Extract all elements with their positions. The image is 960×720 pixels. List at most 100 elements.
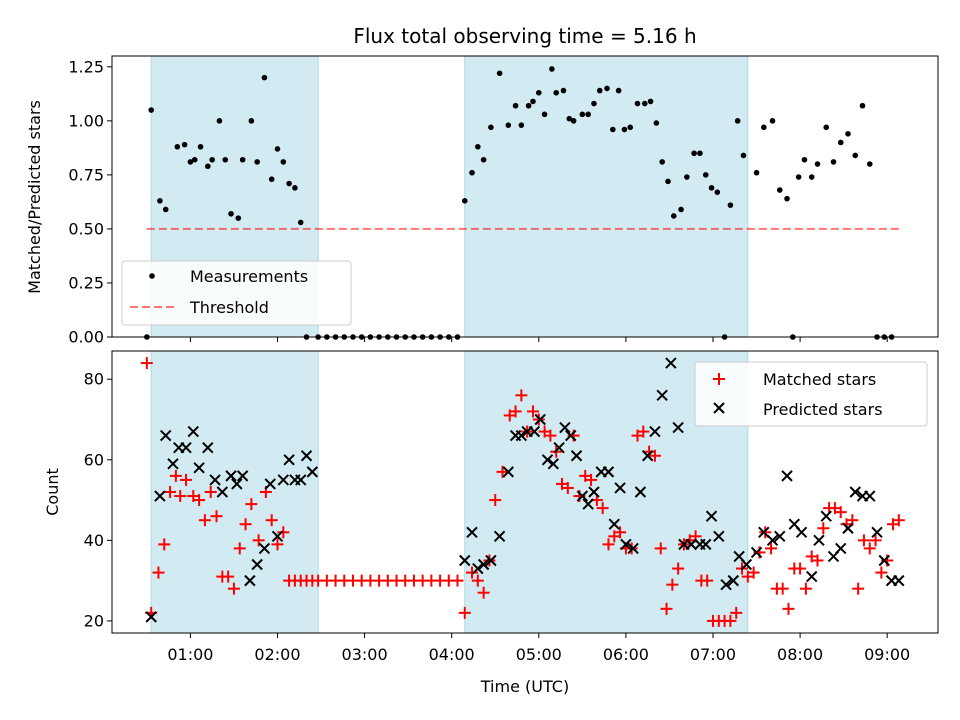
predicted-point-36 [534,413,546,426]
legend-measurements-label: Measurements [190,267,308,286]
predicted-point-47 [602,466,615,478]
measurement-point-34 [518,122,525,128]
bottom-y-tick-label-2: 60 [84,450,104,469]
measurement-point-79 [808,174,815,180]
predicted-point-72 [781,470,793,482]
measurement-point-61 [684,174,690,180]
x-tick-label-5: 06:00 [603,645,649,664]
top-legend-box [121,260,352,326]
matched-point-18 [245,498,258,511]
bottom-y-tick-label-3: 80 [84,370,104,389]
matched-point-74 [625,542,638,555]
predicted-point-10 [216,486,229,498]
predicted-point-20 [283,454,295,466]
measurement-point-10 [209,156,215,163]
bottom-x-ticks: 01:00 02:00 03:00 04:00 05:00 06:00 07:00 08:00… [167,633,910,664]
matched-point-117 [875,566,888,579]
bottom-data-marks [140,357,905,627]
measurement-point-47 [596,87,603,94]
matched-point-100 [776,582,789,595]
predicted-point-68 [750,546,763,559]
measurement-point-17 [254,159,260,165]
measurement-point-50 [615,87,622,94]
predicted-point-50 [620,538,632,551]
predicted-point-2 [160,429,172,442]
matched-point-14 [222,570,235,583]
matched-point-103 [794,562,807,575]
predicted-point-18 [271,530,284,543]
predicted-point-77 [820,510,832,522]
predicted-point-76 [813,534,825,547]
predicted-point-83 [864,490,876,502]
predicted-point-61 [700,538,712,551]
top-y-tick-label-4: 1.00 [68,111,104,130]
matched-point-91 [724,614,737,627]
measurement-point-63 [697,150,703,157]
matched-point-5 [169,469,182,482]
matched-point-10 [198,514,211,527]
matched-point-0 [140,357,153,370]
top-panel: 0.00 0.25 0.50 0.75 1.00 1.25 Flux total obse… [25,24,939,347]
measurement-point-64 [702,172,709,178]
measurement-point-14 [235,215,242,221]
measurement-point-53 [634,100,641,107]
predicted-point-59 [685,538,697,551]
predicted-point-79 [835,542,847,555]
top-y-tick-label-5: 1.25 [68,57,104,76]
measurement-point-21 [280,159,287,165]
predicted-point-25 [459,554,471,567]
measurement-point-11 [216,118,223,124]
measurement-point-58 [665,178,671,185]
predicted-point-1 [154,490,166,502]
measurement-point-26 [461,198,468,204]
matched-point-4 [164,486,177,498]
predicted-point-65 [727,574,740,587]
predicted-point-29 [485,554,497,567]
top-axes-frame [111,55,939,338]
legend-matched-marker [713,373,725,385]
x-axis-label: Time (UTC) [480,677,569,696]
matched-point-51 [489,494,502,507]
predicted-point-44 [582,498,594,510]
predicted-point-51 [627,542,639,555]
matched-point-101 [782,602,795,615]
measurement-point-68 [727,202,734,208]
predicted-point-54 [649,425,661,438]
matched-point-106 [811,554,824,567]
legend-measurements-marker [149,273,155,279]
predicted-point-45 [588,486,600,498]
matched-point-46 [458,606,471,619]
matched-point-63 [561,481,574,494]
measurement-point-5 [181,141,188,148]
measurement-point-72 [760,124,767,131]
measurement-point-87 [866,161,873,167]
matched-point-45 [451,574,464,587]
predicted-point-64 [720,578,732,591]
measurement-point-39 [549,66,555,72]
predicted-point-0 [145,611,157,623]
predicted-point-67 [740,558,753,571]
predicted-point-57 [672,421,684,434]
predicted-point-26 [466,526,478,538]
matched-point-98 [765,542,778,555]
legend-predicted-marker [713,402,725,414]
matched-point-97 [759,526,772,539]
predicted-point-19 [277,474,290,486]
measurement-point-1 [148,107,154,113]
x-tick-label-0: 01:00 [167,645,213,664]
predicted-point-23 [300,450,313,462]
matched-point-81 [666,578,679,591]
matched-point-50 [483,554,496,567]
predicted-point-75 [805,570,818,583]
predicted-point-8 [202,441,214,454]
matched-point-76 [637,425,650,438]
predicted-point-16 [258,542,271,555]
predicted-point-69 [758,526,770,538]
measurement-point-83 [837,139,844,146]
bottom-y-tick-label-1: 40 [84,531,104,550]
measurement-point-56 [653,120,660,126]
measurement-point-45 [585,111,591,118]
top-shaded-intervals [150,55,749,338]
matched-point-2 [152,566,165,579]
